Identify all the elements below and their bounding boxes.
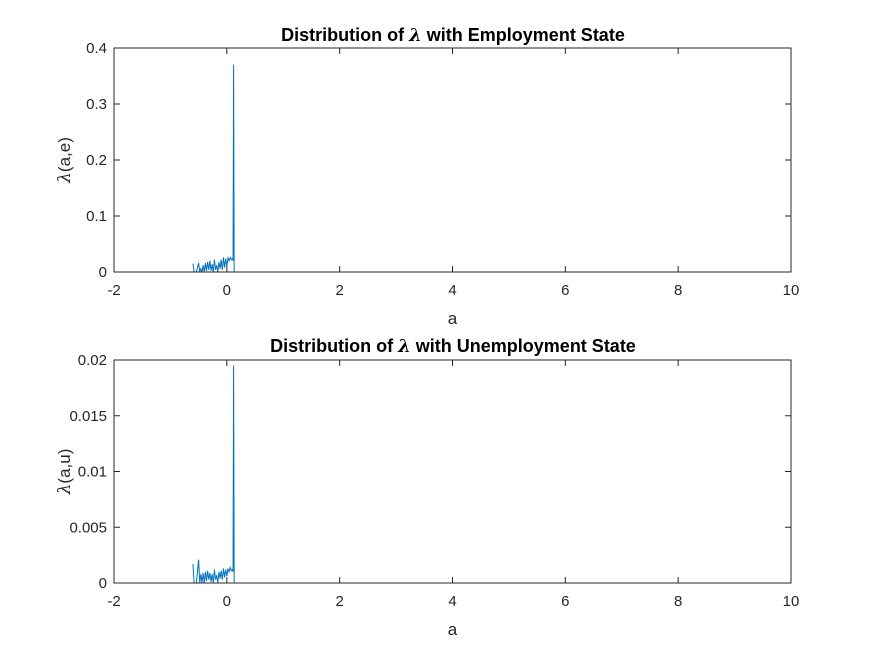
x-tick-label: 10 (783, 593, 800, 610)
y-tick-label: 0.02 (78, 352, 107, 369)
x-axis-label: a (448, 309, 458, 328)
y-ticks: 0 0.1 0.2 0.3 0.4 (86, 40, 791, 281)
x-tick-label: 8 (674, 282, 682, 299)
y-ticks: 0 0.005 0.01 0.015 0.02 (69, 352, 791, 592)
x-tick-label: -2 (107, 282, 120, 299)
y-tick-label: 0 (99, 575, 107, 592)
chart-title: Distribution of λ with Employment State (281, 25, 625, 46)
x-tick-label: 8 (674, 593, 682, 610)
y-axis-label: λ(a,u) (55, 449, 75, 496)
x-ticks: -2 0 2 4 6 8 10 (107, 360, 799, 610)
x-tick-label: 4 (448, 282, 456, 299)
x-tick-label: 0 (223, 282, 231, 299)
y-tick-label: 0.2 (86, 152, 107, 169)
series-line (192, 64, 763, 273)
axes-frame (113, 47, 792, 273)
x-tick-label: 0 (223, 593, 231, 610)
x-tick-label: 4 (448, 593, 456, 610)
series-line (192, 365, 763, 584)
y-tick-label: 0.01 (78, 464, 107, 481)
y-tick-label: 0 (99, 264, 107, 281)
subplot-unemployment: Distribution of λ with Unemployment Stat… (55, 336, 799, 639)
y-tick-label: 0.1 (86, 208, 107, 225)
y-tick-label: 0.4 (86, 40, 107, 57)
axes-frame (113, 359, 792, 584)
x-tick-label: 2 (335, 282, 343, 299)
x-tick-label: -2 (107, 593, 120, 610)
x-tick-label: 2 (335, 593, 343, 610)
y-tick-label: 0.005 (69, 519, 107, 536)
x-ticks: -2 0 2 4 6 8 10 (107, 48, 799, 299)
x-axis-label: a (448, 620, 458, 639)
x-tick-label: 6 (561, 282, 569, 299)
y-tick-label: 0.3 (86, 96, 107, 113)
y-axis-label: λ(a,e) (55, 137, 75, 184)
chart-title: Distribution of λ with Unemployment Stat… (270, 336, 636, 357)
x-tick-label: 6 (561, 593, 569, 610)
y-tick-label: 0.015 (69, 408, 107, 425)
x-tick-label: 10 (783, 282, 800, 299)
subplot-employment: Distribution of λ with Employment State … (55, 25, 799, 328)
